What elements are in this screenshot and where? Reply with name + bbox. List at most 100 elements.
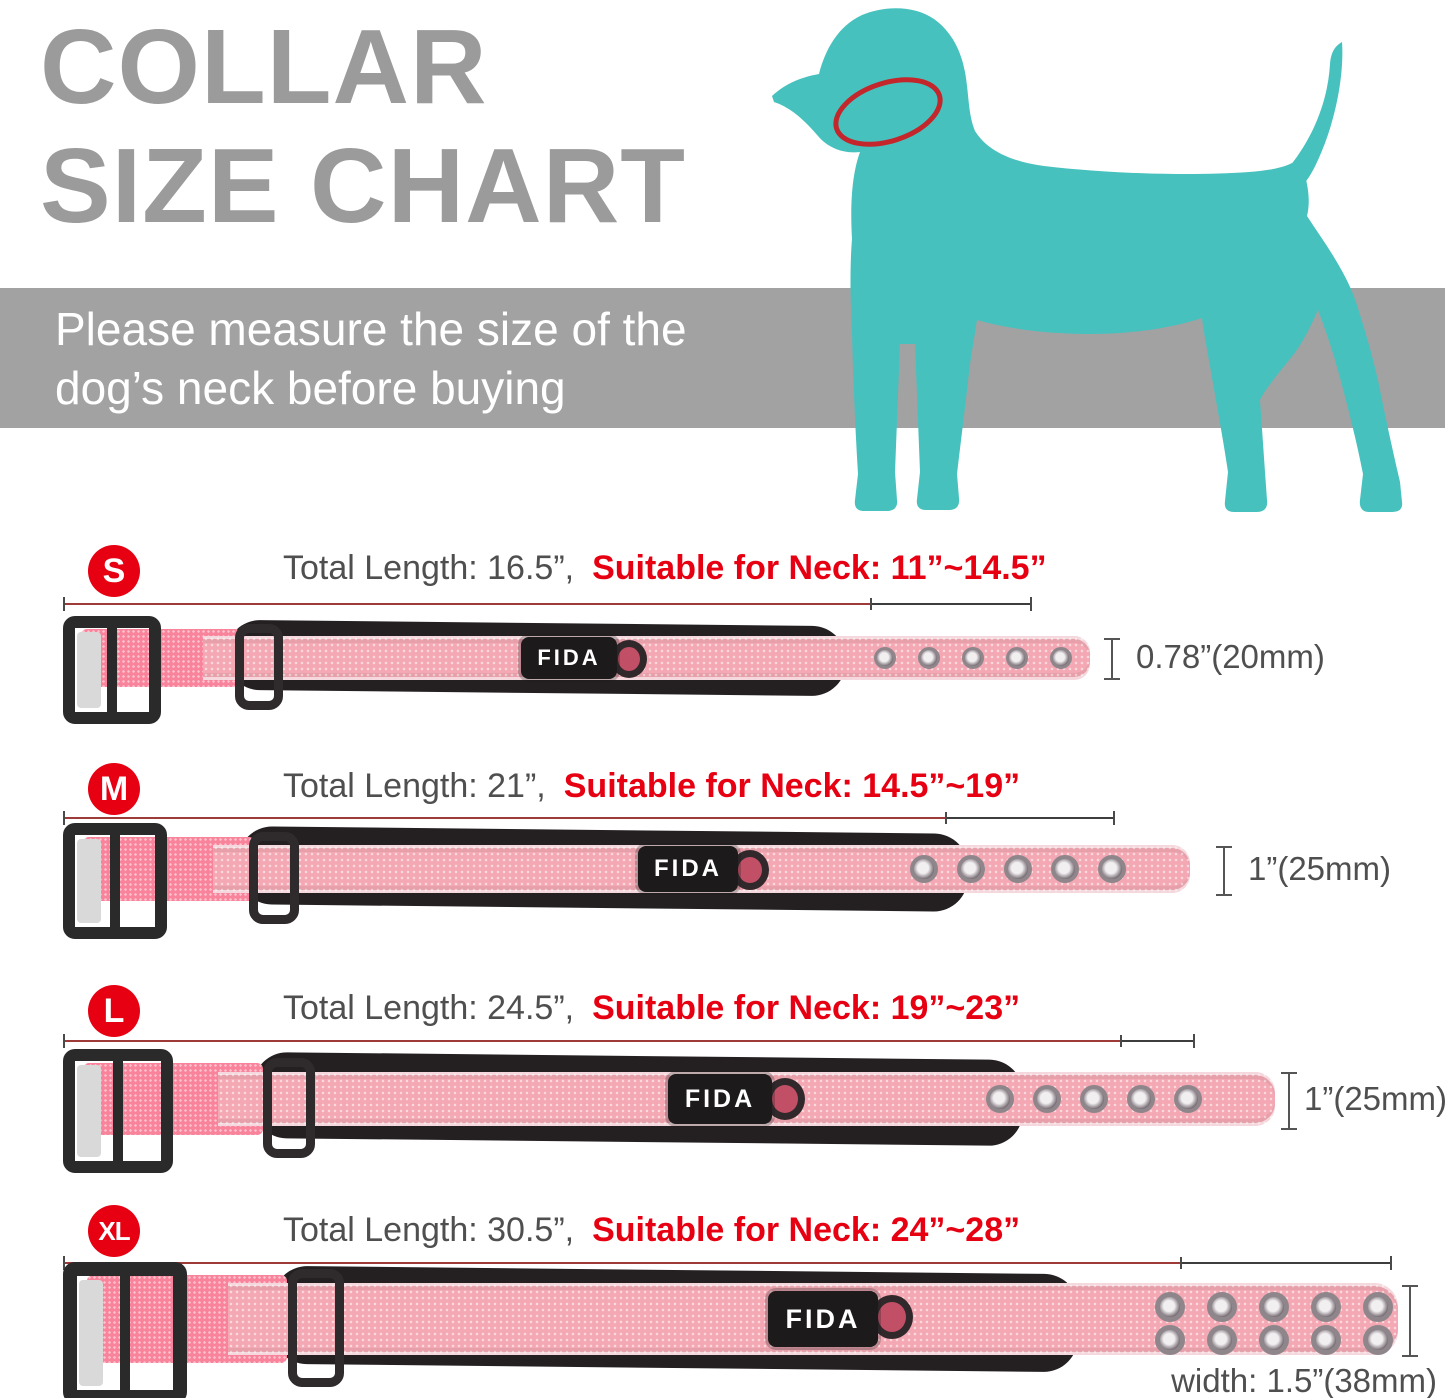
buckle [63,1049,173,1173]
eyelet [1098,855,1126,883]
brand-patch: FIDA [768,1291,878,1347]
measure-note-line-2: dog’s neck before buying [55,361,566,414]
width-label-l: 1”(25mm) [1304,1080,1445,1117]
eyelet [957,855,985,883]
eyelet [1006,647,1028,669]
measure-segment-red [65,603,870,605]
brand-label: FIDA [785,1303,861,1334]
measure-segment-red [65,817,945,819]
total-length-label-l: Total Length: 24.5”, [283,989,575,1027]
total-length-label-s: Total Length: 16.5”, [283,549,575,587]
measure-line-m [63,811,1115,825]
row-caption-xl: Total Length: 30.5”, Suitable for Neck: 2… [283,1211,1020,1250]
eyelet [1127,1085,1155,1113]
buckle [63,616,161,724]
measure-tick [1390,1256,1392,1270]
total-length-label-xl: Total Length: 30.5”, [283,1211,575,1249]
measure-segment-red [65,1262,1180,1264]
dog-tail-shape [1290,42,1343,196]
measure-tick [63,1034,65,1048]
eyelet [1363,1292,1393,1322]
eyelet [1207,1325,1237,1355]
eyelet [910,855,938,883]
eyelet [1311,1325,1341,1355]
measure-tick [63,1256,65,1270]
eyelet [1051,855,1079,883]
brand-patch: FIDA [521,637,617,679]
measure-line-l [63,1034,1195,1048]
eyelet [1207,1292,1237,1322]
eyelet [1033,1085,1061,1113]
eyelet [1174,1085,1202,1113]
page-title: COLLAR SIZE CHART [40,8,686,245]
dog-illustration [762,4,1444,516]
keeper-loop [249,832,299,924]
eyelet [1050,647,1072,669]
row-caption-m: Total Length: 21”, Suitable for Neck: 14.… [283,767,1020,806]
measure-tick [945,812,947,824]
width-bracket-l [1281,1072,1297,1130]
width-bracket-xl [1402,1285,1418,1357]
collar-image-s: FIDA [63,616,1090,724]
measure-tick [870,598,872,610]
width-label-xl: width: 1.5”(38mm) [1171,1362,1437,1398]
measure-tick [63,811,65,825]
brand-label: FIDA [654,855,722,882]
neck-range-label-s: Suitable for Neck: 11”~14.5” [592,549,1047,587]
measure-segment-dark [872,603,1030,605]
width-bracket-s [1104,638,1120,680]
eyelet [918,647,940,669]
width-label-s: 0.78”(20mm) [1136,638,1325,675]
width-label-m: 1”(25mm) [1248,850,1392,887]
eyelet [1259,1292,1289,1322]
size-badge-s: S [88,545,140,597]
brand-patch: FIDA [668,1074,772,1124]
width-bracket-m [1216,846,1232,896]
eyelet [1004,855,1032,883]
row-caption-s: Total Length: 16.5”, Suitable for Neck: 1… [283,549,1047,588]
eyelet [962,647,984,669]
eyelet [1080,1085,1108,1113]
eyelet [1259,1325,1289,1355]
size-badge-m: M [88,763,140,815]
neck-range-label-m: Suitable for Neck: 14.5”~19” [563,767,1021,805]
measure-tick [1030,597,1032,611]
collar-image-l: FIDA [63,1049,1275,1173]
eyelet [1155,1325,1185,1355]
measure-tick [63,597,65,611]
measure-segment-dark [1122,1040,1193,1042]
eyelet [1363,1325,1393,1355]
measure-tick [1180,1257,1182,1269]
measure-segment-dark [1182,1262,1390,1264]
keeper-loop [288,1269,344,1387]
row-caption-l: Total Length: 24.5”, Suitable for Neck: 1… [283,989,1020,1028]
collar-image-xl: FIDA [63,1262,1398,1398]
eyelet [1311,1292,1341,1322]
neck-range-label-xl: Suitable for Neck: 24”~28” [592,1211,1021,1249]
total-length-label-m: Total Length: 21”, [283,767,546,805]
measure-tick [1120,1035,1122,1047]
brand-label: FIDA [537,645,601,670]
title-line-1: COLLAR [40,8,488,126]
measure-tick [1113,811,1115,825]
eyelet [986,1085,1014,1113]
dog-silhouette [772,8,1403,512]
title-line-2: SIZE CHART [40,126,686,245]
collar-image-m: FIDA [63,823,1190,939]
buckle [63,1262,187,1398]
measure-line-s [63,597,1032,611]
keeper-loop [235,624,283,710]
measure-tick [1193,1034,1195,1048]
measure-note-line-1: Please measure the size of the [55,303,687,355]
eyelet [1155,1292,1185,1322]
keeper-loop [263,1058,315,1158]
eyelet [874,647,896,669]
brand-patch: FIDA [638,846,738,892]
size-badge-xl: XL [88,1205,140,1257]
measure-note-text: Please measure the size of the dog’s nec… [55,300,687,418]
dog-body-shape [772,8,1403,512]
neck-range-label-l: Suitable for Neck: 19”~23” [592,989,1021,1027]
brand-label: FIDA [684,1084,756,1113]
size-badge-l: L [88,985,140,1037]
